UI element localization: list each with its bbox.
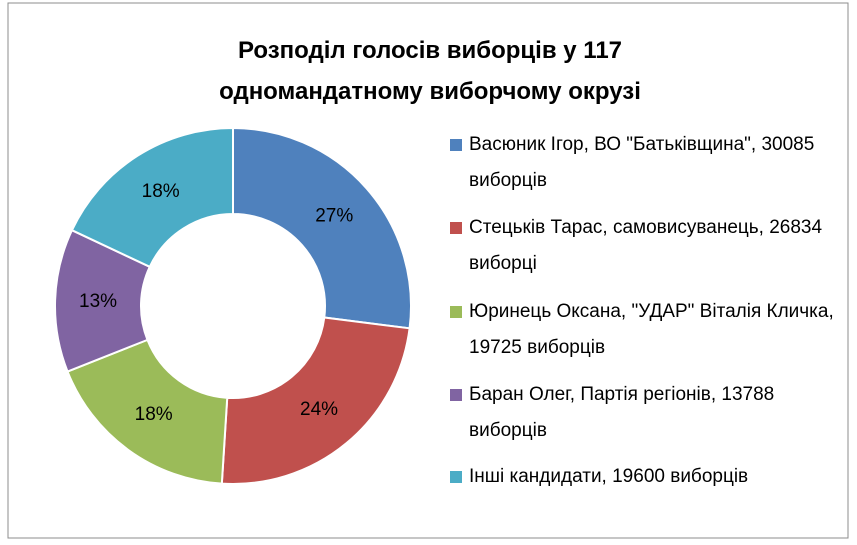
data-label: 18% [142, 181, 180, 202]
legend-swatch [450, 471, 462, 483]
legend-swatch [450, 139, 462, 151]
legend-swatch [450, 222, 462, 234]
chart-title: одномандатному виборчому окрузі [219, 78, 641, 105]
legend-label: Васюник Ігор, ВО "Батьківщина", 30085 ви… [469, 134, 815, 191]
chart-title: Розподіл голосів виборців у 117 [238, 37, 622, 64]
legend-entry: Юринець Оксана, "УДАР" Віталія Кличка, 1… [450, 294, 835, 366]
legend-label: Інші кандидати, 19600 виборців [469, 466, 749, 487]
legend-label: Юринець Оксана, "УДАР" Віталія Кличка, 1… [469, 301, 834, 358]
legend-swatch [450, 306, 462, 318]
legend-entry: Інші кандидати, 19600 виборців [450, 459, 835, 495]
legend-entry: Баран Олег, Партія регіонів, 13788 вибор… [450, 377, 835, 449]
data-label: 13% [79, 291, 117, 312]
donut-slice [66, 338, 229, 485]
data-label: 27% [315, 206, 353, 227]
data-label: 24% [300, 399, 338, 420]
donut-slice [70, 126, 234, 269]
data-label: 18% [135, 404, 173, 425]
legend-label: Баран Олег, Партія регіонів, 13788 вибор… [469, 384, 775, 441]
legend-entry: Стецьків Тарас, самовисуванець, 26834 ви… [450, 210, 835, 282]
donut-slice [220, 316, 411, 485]
legend-entry: Васюник Ігор, ВО "Батьківщина", 30085 ви… [450, 127, 835, 199]
donut-slice [232, 126, 412, 330]
legend-label: Стецьків Тарас, самовисуванець, 26834 ви… [469, 217, 823, 274]
legend-swatch [450, 389, 462, 401]
